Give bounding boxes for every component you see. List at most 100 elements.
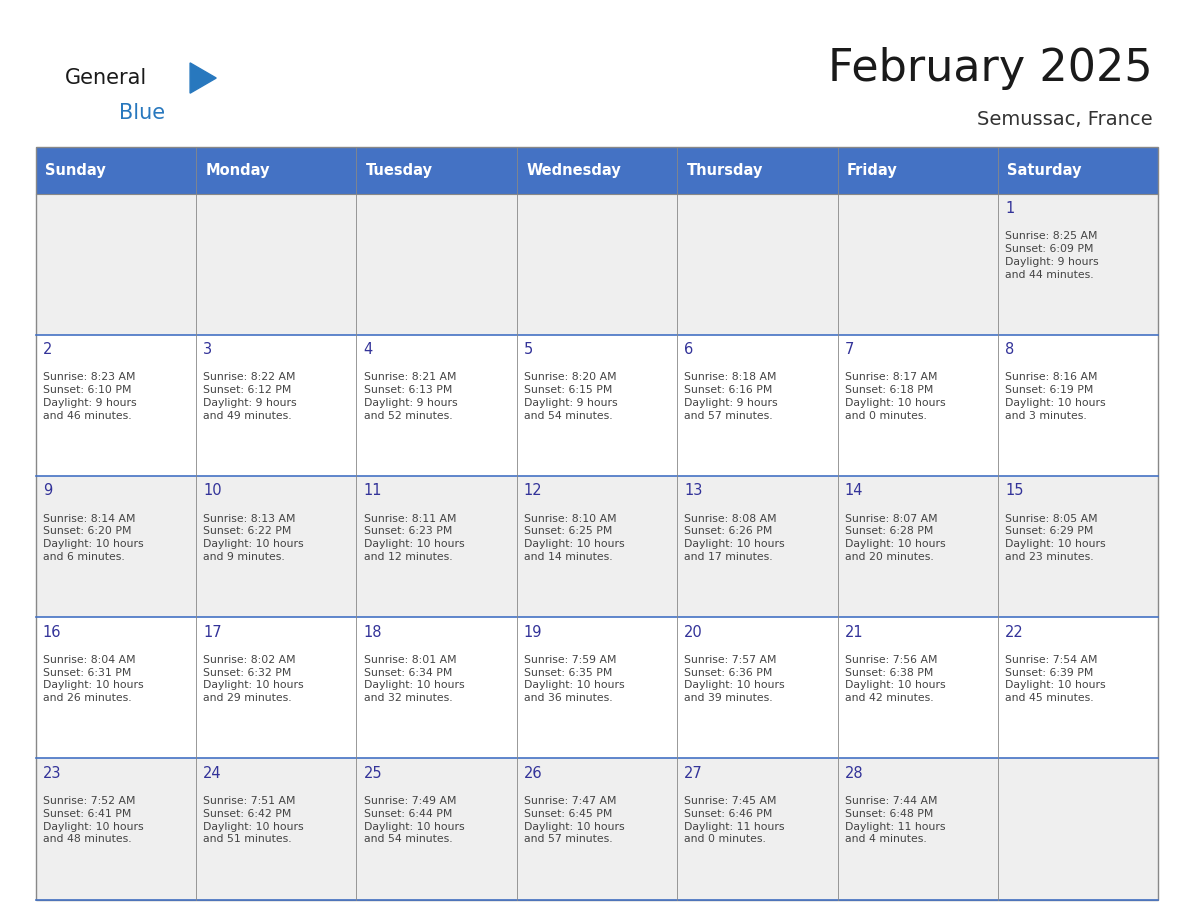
Text: General: General [65, 68, 147, 88]
Text: 1: 1 [1005, 201, 1015, 216]
Bar [998, 758, 1158, 900]
Text: Sunrise: 7:49 AM
Sunset: 6:44 PM
Daylight: 10 hours
and 54 minutes.: Sunrise: 7:49 AM Sunset: 6:44 PM Dayligh… [364, 796, 465, 845]
Bar [36, 335, 196, 476]
Bar [838, 476, 998, 617]
Bar [998, 476, 1158, 617]
Text: Sunrise: 8:21 AM
Sunset: 6:13 PM
Daylight: 9 hours
and 52 minutes.: Sunrise: 8:21 AM Sunset: 6:13 PM Dayligh… [364, 373, 457, 420]
Text: Sunrise: 8:08 AM
Sunset: 6:26 PM
Daylight: 10 hours
and 17 minutes.: Sunrise: 8:08 AM Sunset: 6:26 PM Dayligh… [684, 514, 785, 562]
Text: Sunrise: 7:44 AM
Sunset: 6:48 PM
Daylight: 11 hours
and 4 minutes.: Sunrise: 7:44 AM Sunset: 6:48 PM Dayligh… [845, 796, 946, 845]
Text: Sunrise: 8:02 AM
Sunset: 6:32 PM
Daylight: 10 hours
and 29 minutes.: Sunrise: 8:02 AM Sunset: 6:32 PM Dayligh… [203, 655, 304, 703]
Text: Tuesday: Tuesday [366, 162, 432, 178]
Bar [677, 758, 838, 900]
Bar [677, 617, 838, 758]
Text: 24: 24 [203, 766, 222, 781]
Text: 23: 23 [43, 766, 62, 781]
Text: 8: 8 [1005, 342, 1015, 357]
Bar [998, 147, 1158, 194]
Text: Sunrise: 8:13 AM
Sunset: 6:22 PM
Daylight: 10 hours
and 9 minutes.: Sunrise: 8:13 AM Sunset: 6:22 PM Dayligh… [203, 514, 304, 562]
Bar [998, 617, 1158, 758]
Bar [517, 194, 677, 335]
Bar [677, 147, 838, 194]
Text: Blue: Blue [119, 103, 165, 123]
Bar [36, 758, 196, 900]
Bar [36, 617, 196, 758]
Text: Sunrise: 8:05 AM
Sunset: 6:29 PM
Daylight: 10 hours
and 23 minutes.: Sunrise: 8:05 AM Sunset: 6:29 PM Dayligh… [1005, 514, 1106, 562]
Text: Sunrise: 7:47 AM
Sunset: 6:45 PM
Daylight: 10 hours
and 57 minutes.: Sunrise: 7:47 AM Sunset: 6:45 PM Dayligh… [524, 796, 625, 845]
Text: Sunrise: 8:04 AM
Sunset: 6:31 PM
Daylight: 10 hours
and 26 minutes.: Sunrise: 8:04 AM Sunset: 6:31 PM Dayligh… [43, 655, 144, 703]
Bar [838, 758, 998, 900]
Bar [838, 147, 998, 194]
Text: Friday: Friday [847, 162, 898, 178]
Bar [36, 147, 1158, 900]
Text: Sunrise: 7:52 AM
Sunset: 6:41 PM
Daylight: 10 hours
and 48 minutes.: Sunrise: 7:52 AM Sunset: 6:41 PM Dayligh… [43, 796, 144, 845]
Text: February 2025: February 2025 [828, 48, 1152, 90]
Bar [356, 335, 517, 476]
Text: 9: 9 [43, 484, 52, 498]
Text: 26: 26 [524, 766, 543, 781]
Bar [196, 194, 356, 335]
Text: 25: 25 [364, 766, 383, 781]
Text: Sunrise: 8:01 AM
Sunset: 6:34 PM
Daylight: 10 hours
and 32 minutes.: Sunrise: 8:01 AM Sunset: 6:34 PM Dayligh… [364, 655, 465, 703]
Text: 28: 28 [845, 766, 864, 781]
Text: Wednesday: Wednesday [526, 162, 621, 178]
Text: 13: 13 [684, 484, 702, 498]
Text: Sunrise: 8:11 AM
Sunset: 6:23 PM
Daylight: 10 hours
and 12 minutes.: Sunrise: 8:11 AM Sunset: 6:23 PM Dayligh… [364, 514, 465, 562]
Bar [356, 758, 517, 900]
Text: Sunrise: 8:16 AM
Sunset: 6:19 PM
Daylight: 10 hours
and 3 minutes.: Sunrise: 8:16 AM Sunset: 6:19 PM Dayligh… [1005, 373, 1106, 420]
Text: Sunrise: 7:56 AM
Sunset: 6:38 PM
Daylight: 10 hours
and 42 minutes.: Sunrise: 7:56 AM Sunset: 6:38 PM Dayligh… [845, 655, 946, 703]
Bar [196, 476, 356, 617]
Text: 17: 17 [203, 624, 222, 640]
Text: 18: 18 [364, 624, 383, 640]
Text: Sunrise: 7:51 AM
Sunset: 6:42 PM
Daylight: 10 hours
and 51 minutes.: Sunrise: 7:51 AM Sunset: 6:42 PM Dayligh… [203, 796, 304, 845]
Text: Sunrise: 8:18 AM
Sunset: 6:16 PM
Daylight: 9 hours
and 57 minutes.: Sunrise: 8:18 AM Sunset: 6:16 PM Dayligh… [684, 373, 778, 420]
Text: 15: 15 [1005, 484, 1024, 498]
Text: Sunrise: 8:17 AM
Sunset: 6:18 PM
Daylight: 10 hours
and 0 minutes.: Sunrise: 8:17 AM Sunset: 6:18 PM Dayligh… [845, 373, 946, 420]
Bar [677, 194, 838, 335]
Bar [196, 758, 356, 900]
Text: 10: 10 [203, 484, 222, 498]
Bar [196, 335, 356, 476]
Text: Sunrise: 8:20 AM
Sunset: 6:15 PM
Daylight: 9 hours
and 54 minutes.: Sunrise: 8:20 AM Sunset: 6:15 PM Dayligh… [524, 373, 618, 420]
Bar [838, 194, 998, 335]
Bar [517, 617, 677, 758]
Text: Sunrise: 7:54 AM
Sunset: 6:39 PM
Daylight: 10 hours
and 45 minutes.: Sunrise: 7:54 AM Sunset: 6:39 PM Dayligh… [1005, 655, 1106, 703]
Text: Saturday: Saturday [1007, 162, 1082, 178]
Bar [677, 476, 838, 617]
Bar [36, 476, 196, 617]
Bar [36, 147, 196, 194]
Bar [517, 335, 677, 476]
Bar [998, 194, 1158, 335]
Text: 3: 3 [203, 342, 213, 357]
Text: 2: 2 [43, 342, 52, 357]
Text: Semussac, France: Semussac, France [977, 110, 1152, 129]
Text: 11: 11 [364, 484, 383, 498]
Text: 20: 20 [684, 624, 703, 640]
Text: Thursday: Thursday [687, 162, 763, 178]
Text: 14: 14 [845, 484, 864, 498]
Bar [838, 335, 998, 476]
Text: Sunrise: 8:07 AM
Sunset: 6:28 PM
Daylight: 10 hours
and 20 minutes.: Sunrise: 8:07 AM Sunset: 6:28 PM Dayligh… [845, 514, 946, 562]
Bar [356, 194, 517, 335]
Bar [36, 194, 196, 335]
Bar [517, 476, 677, 617]
Text: 6: 6 [684, 342, 694, 357]
Bar [517, 758, 677, 900]
Text: 7: 7 [845, 342, 854, 357]
Text: 27: 27 [684, 766, 703, 781]
Text: Sunrise: 8:10 AM
Sunset: 6:25 PM
Daylight: 10 hours
and 14 minutes.: Sunrise: 8:10 AM Sunset: 6:25 PM Dayligh… [524, 514, 625, 562]
Text: 22: 22 [1005, 624, 1024, 640]
Bar [677, 335, 838, 476]
Text: Sunrise: 7:57 AM
Sunset: 6:36 PM
Daylight: 10 hours
and 39 minutes.: Sunrise: 7:57 AM Sunset: 6:36 PM Dayligh… [684, 655, 785, 703]
Text: Sunrise: 8:23 AM
Sunset: 6:10 PM
Daylight: 9 hours
and 46 minutes.: Sunrise: 8:23 AM Sunset: 6:10 PM Dayligh… [43, 373, 137, 420]
Bar [196, 617, 356, 758]
Polygon shape [190, 62, 216, 93]
Text: Sunrise: 7:59 AM
Sunset: 6:35 PM
Daylight: 10 hours
and 36 minutes.: Sunrise: 7:59 AM Sunset: 6:35 PM Dayligh… [524, 655, 625, 703]
Bar [196, 147, 356, 194]
Text: Sunrise: 8:22 AM
Sunset: 6:12 PM
Daylight: 9 hours
and 49 minutes.: Sunrise: 8:22 AM Sunset: 6:12 PM Dayligh… [203, 373, 297, 420]
Bar [998, 335, 1158, 476]
Text: Sunrise: 8:14 AM
Sunset: 6:20 PM
Daylight: 10 hours
and 6 minutes.: Sunrise: 8:14 AM Sunset: 6:20 PM Dayligh… [43, 514, 144, 562]
Text: Sunrise: 7:45 AM
Sunset: 6:46 PM
Daylight: 11 hours
and 0 minutes.: Sunrise: 7:45 AM Sunset: 6:46 PM Dayligh… [684, 796, 785, 845]
Text: 21: 21 [845, 624, 864, 640]
Bar [517, 147, 677, 194]
Bar [356, 147, 517, 194]
